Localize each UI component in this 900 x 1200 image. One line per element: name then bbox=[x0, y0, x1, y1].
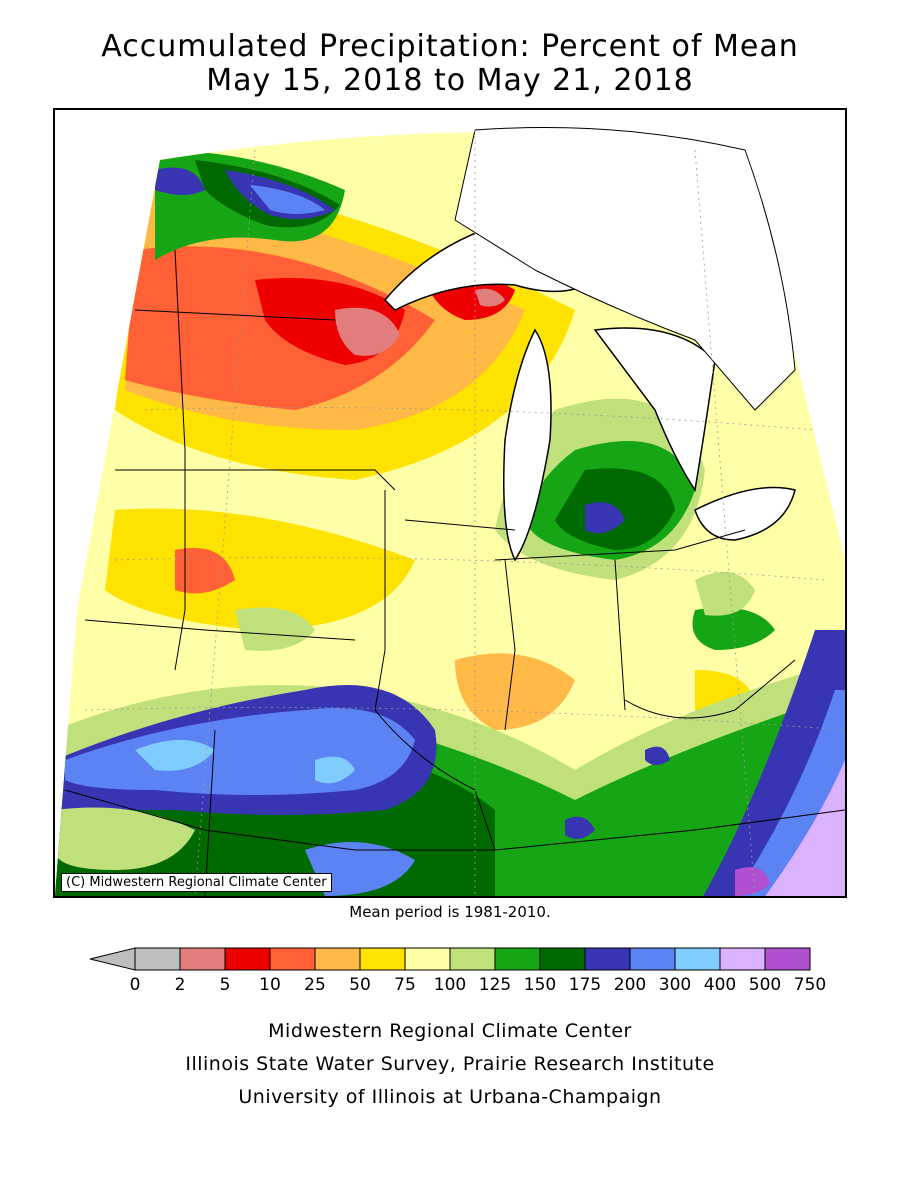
legend-swatch bbox=[629, 947, 676, 971]
legend-tick-label: 10 bbox=[259, 975, 281, 995]
legend-tick-label: 300 bbox=[659, 975, 691, 995]
legend-tick-label: 400 bbox=[704, 975, 736, 995]
legend-below-arrow bbox=[89, 947, 136, 971]
legend-tick-labels: 0 2 5 10 25 50 75 100 125 150 175 200 300 400 500 750 bbox=[130, 975, 827, 995]
legend-swatch bbox=[269, 947, 316, 971]
legend-tick-label: 5 bbox=[220, 975, 231, 995]
legend-tick-label: 500 bbox=[749, 975, 781, 995]
legend-tick-label: 2 bbox=[175, 975, 186, 995]
legend-swatch bbox=[494, 947, 541, 971]
map-date-range: May 15, 2018 to May 21, 2018 bbox=[206, 63, 694, 98]
legend-tick-label: 50 bbox=[349, 975, 371, 995]
color-legend: 0 2 5 10 25 50 75 100 125 150 175 200 300 400 500 750 bbox=[89, 947, 827, 995]
legend-swatch bbox=[404, 947, 451, 971]
legend-tick-label: 200 bbox=[614, 975, 646, 995]
credit-survey: Illinois State Water Survey, Prairie Res… bbox=[185, 1053, 715, 1075]
legend-swatch bbox=[449, 947, 496, 971]
legend-swatch bbox=[674, 947, 721, 971]
copyright-label: (C) Midwestern Regional Climate Center bbox=[61, 873, 332, 892]
legend-swatch bbox=[539, 947, 586, 971]
legend-tick-label: 125 bbox=[479, 975, 511, 995]
legend-swatch bbox=[764, 947, 811, 971]
legend-swatch bbox=[359, 947, 406, 971]
legend-swatch bbox=[224, 947, 271, 971]
legend-swatch bbox=[584, 947, 631, 971]
legend-swatch bbox=[719, 947, 766, 971]
mean-period-note: Mean period is 1981-2010. bbox=[349, 903, 551, 921]
precipitation-map: (C) Midwestern Regional Climate Center bbox=[53, 108, 847, 898]
credit-university: University of Illinois at Urbana-Champai… bbox=[238, 1086, 662, 1108]
legend-swatch bbox=[314, 947, 361, 971]
legend-tick-label: 25 bbox=[304, 975, 326, 995]
legend-tick-label: 150 bbox=[524, 975, 556, 995]
legend-swatch bbox=[179, 947, 226, 971]
map-title: Accumulated Precipitation: Percent of Me… bbox=[101, 29, 799, 64]
credit-center: Midwestern Regional Climate Center bbox=[268, 1020, 632, 1042]
legend-tick-label: 0 bbox=[130, 975, 141, 995]
legend-tick-label: 175 bbox=[569, 975, 601, 995]
legend-tick-label: 100 bbox=[434, 975, 466, 995]
legend-tick-label: 75 bbox=[394, 975, 416, 995]
legend-swatches bbox=[89, 947, 811, 971]
legend-swatch bbox=[134, 947, 181, 971]
legend-tick-label: 750 bbox=[794, 975, 826, 995]
map-canvas bbox=[55, 110, 845, 896]
